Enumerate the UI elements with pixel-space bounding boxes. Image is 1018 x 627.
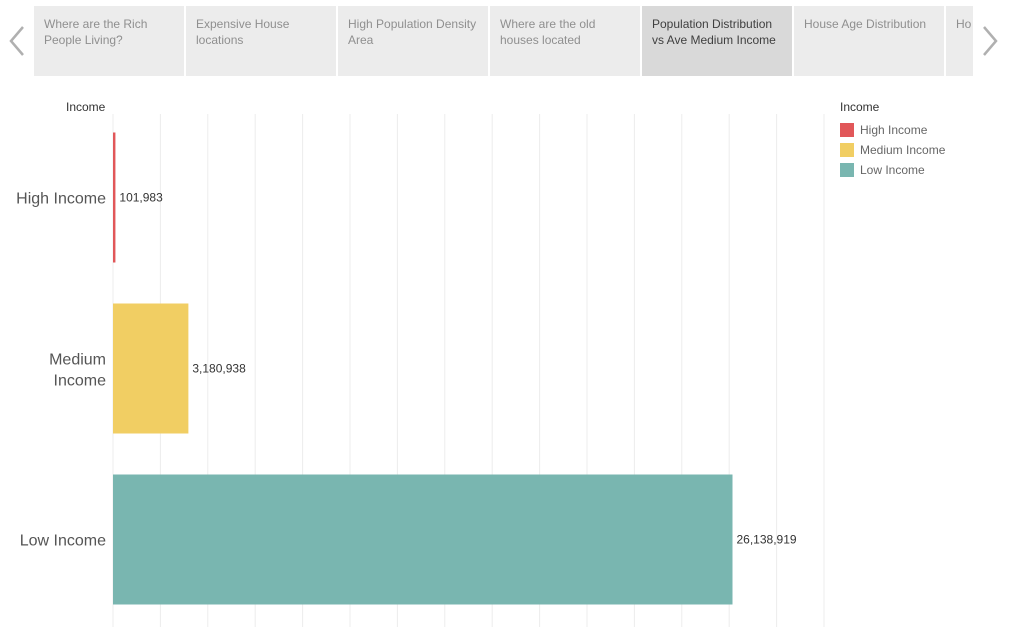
bar[interactable] — [113, 303, 189, 434]
story-tabs-viewport: Where are the Rich People Living? Expensi… — [34, 6, 973, 76]
story-tab[interactable]: Where are the Rich People Living? — [34, 6, 184, 76]
story-tab[interactable]: Expensive House locations — [186, 6, 336, 76]
legend-title: Income — [840, 100, 880, 114]
story-tab[interactable]: House Age Distribution — [794, 6, 944, 76]
story-tab[interactable]: Ho Dis — [946, 6, 973, 76]
legend-label: Low Income — [860, 163, 925, 177]
bar[interactable] — [113, 474, 733, 605]
category-label: Low Income — [20, 533, 106, 550]
chevron-right-icon — [983, 26, 998, 56]
category-label: High Income — [16, 191, 106, 208]
story-tab[interactable]: Where are the old houses located — [490, 6, 640, 76]
previous-story-button[interactable] — [0, 6, 34, 76]
legend: Income High Income Medium Income Low Incom… — [840, 100, 1010, 180]
legend-item[interactable]: High Income — [840, 120, 1010, 140]
story-tabs: Where are the Rich People Living? Expensi… — [34, 6, 973, 76]
value-label: 3,180,938 — [192, 362, 246, 376]
story-tab[interactable]: Population Distribution vs Ave Medium In… — [642, 6, 792, 76]
chevron-left-icon — [9, 26, 24, 56]
row-header: Income — [66, 100, 106, 114]
legend-swatch — [840, 123, 854, 137]
legend-label: Medium Income — [860, 143, 946, 157]
legend-swatch — [840, 143, 854, 157]
legend-item[interactable]: Low Income — [840, 160, 1010, 180]
value-label: 26,138,919 — [736, 533, 796, 547]
value-label: 101,983 — [119, 191, 163, 205]
legend-swatch — [840, 163, 854, 177]
story-tab[interactable]: High Population Density Area — [338, 6, 488, 76]
income-bar-chart: Income High Income 101,983 Medium Income 3,18… — [16, 100, 825, 627]
legend-items: High Income Medium Income Low Income — [840, 120, 1010, 180]
legend-item[interactable]: Medium Income — [840, 140, 1010, 160]
legend-label: High Income — [860, 123, 928, 137]
category-label: Medium Income — [49, 352, 106, 390]
bar[interactable] — [113, 132, 116, 263]
next-story-button[interactable] — [973, 6, 1007, 76]
